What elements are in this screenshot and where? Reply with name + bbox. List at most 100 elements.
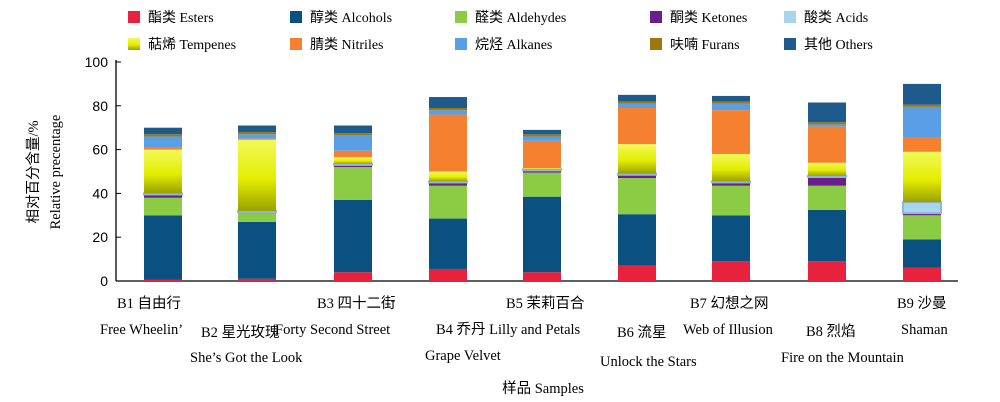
bar-esters-2 [238, 278, 276, 281]
bar-ketones-9 [903, 213, 941, 216]
bar-acids-4 [428, 180, 468, 184]
bar-esters-8 [808, 261, 846, 281]
bar-esters-6 [618, 265, 656, 281]
bar-furans-8 [808, 122, 846, 125]
bar-tempenes-6 [618, 144, 656, 174]
bar-nitriles-4 [429, 114, 467, 172]
bar-nitriles-6 [618, 107, 656, 145]
bar-esters-9 [903, 267, 941, 281]
legend-label-tempenes: 萜烯 Tempenes [148, 37, 236, 53]
bar-others-3 [334, 125, 372, 134]
bar-alkanes-7 [712, 103, 750, 111]
bar-alkanes-4 [429, 110, 467, 115]
category-name-7: Web of Illusion [683, 322, 774, 338]
bar-aldehydes-6 [618, 178, 656, 215]
category-code-9: B9 沙曼 [897, 296, 947, 312]
y-tick-label: 100 [85, 54, 109, 70]
bar-aldehydes-2 [238, 213, 276, 222]
bar-tempenes-7 [712, 153, 750, 182]
bar-esters-5 [523, 272, 561, 281]
bar-alcohols-6 [618, 214, 656, 266]
bar-acids-7 [711, 180, 751, 184]
bar-furans-4 [429, 107, 467, 111]
bar-others-9 [903, 83, 941, 105]
bar-alcohols-8 [808, 209, 846, 262]
bar-tempenes-9 [903, 151, 941, 203]
legend-label-furans: 呋喃 Furans [670, 37, 740, 53]
legend-swatch-ketones [650, 11, 662, 23]
bars [143, 83, 942, 281]
category-labels: B1 自由行 Free Wheelin’ B2 星光玫瑰 She’s Got the … [100, 295, 948, 370]
category-name-1: Free Wheelin’ [100, 322, 183, 338]
y-tick-label: 60 [92, 142, 108, 158]
bar-alcohols-3 [334, 199, 372, 273]
bar-alcohols-9 [903, 239, 941, 268]
bar-aldehydes-5 [523, 172, 561, 197]
bar-acids-8 [807, 174, 847, 178]
y-axis-title: 相对百分含量/% [25, 120, 42, 223]
bar-esters-4 [429, 268, 467, 281]
category-code-6: B6 流星 [617, 324, 667, 341]
bar-ketones-5 [523, 170, 561, 173]
bar-tempenes-2 [238, 139, 276, 211]
legend-swatch-acids [784, 11, 796, 23]
bar-ketones-4 [429, 182, 467, 186]
category-code-1: B1 自由行 [117, 295, 181, 312]
category-name-2: She’s Got the Look [190, 350, 303, 366]
bar-acids-9 [902, 201, 942, 215]
y-tick-label: 40 [92, 185, 108, 201]
bar-alcohols-4 [429, 218, 467, 269]
bar-nitriles-2 [238, 138, 276, 140]
bar-alkanes-5 [523, 136, 561, 141]
legend-swatch-furans [650, 38, 662, 50]
bar-furans-5 [523, 134, 561, 137]
bar-nitriles-8 [808, 126, 846, 163]
bar-acids-3 [333, 162, 373, 166]
bar-acids-6 [617, 172, 657, 176]
bar-aldehydes-7 [712, 185, 750, 216]
category-code-4: B4 乔丹 Lilly and Petals [436, 321, 581, 338]
bar-alkanes-9 [903, 106, 941, 138]
bar-nitriles-9 [903, 137, 941, 152]
legend-swatch-nitriles [290, 38, 302, 50]
legend: 酯类 Esters 醇类 Alcohols 醛类 Aldehydes 酮类 Keton… [128, 9, 873, 53]
bar-acids-5 [522, 168, 562, 172]
legend-swatch-alcohols [290, 11, 302, 23]
bar-nitriles-1 [144, 147, 182, 150]
category-code-8: B8 烈焰 [806, 323, 856, 340]
legend-swatch-alkanes [455, 38, 467, 50]
x-axis-title: 样品 Samples [502, 380, 584, 397]
bar-tempenes-4 [429, 171, 467, 182]
bar-alkanes-6 [618, 103, 656, 108]
category-code-3: B3 四十二街 [317, 295, 396, 312]
bar-ketones-7 [712, 182, 750, 186]
category-code-2: B2 星光玫瑰 [201, 324, 280, 341]
legend-swatch-others [784, 38, 796, 50]
bar-alkanes-8 [808, 124, 846, 127]
bar-acids-2 [237, 209, 277, 214]
legend-swatch-aldehydes [455, 11, 467, 23]
category-name-9: Shaman [901, 322, 948, 338]
y-tick-label: 0 [100, 273, 108, 289]
bar-aldehydes-9 [903, 215, 941, 240]
bar-esters-7 [712, 261, 750, 281]
legend-swatch-esters [128, 11, 140, 23]
bar-others-7 [712, 95, 750, 102]
bar-alcohols-1 [144, 215, 182, 280]
bar-aldehydes-1 [144, 197, 182, 216]
legend-swatch-tempenes [128, 38, 140, 50]
legend-label-aldehydes: 醛类 Aldehydes [475, 10, 566, 26]
bar-ketones-8 [808, 176, 846, 186]
bar-alcohols-2 [238, 221, 276, 279]
bar-furans-2 [238, 132, 276, 135]
bar-ketones-1 [144, 194, 182, 198]
bar-nitriles-5 [523, 140, 561, 169]
legend-label-alcohols: 醇类 Alcohols [310, 9, 392, 26]
bar-tempenes-3 [334, 157, 372, 164]
category-name-8: Fire on the Mountain [781, 350, 905, 366]
bar-tempenes-8 [808, 162, 846, 176]
category-name-4: Grape Velvet [425, 348, 501, 364]
bar-nitriles-7 [712, 110, 750, 154]
legend-label-acids: 酸类 Acids [804, 10, 868, 26]
